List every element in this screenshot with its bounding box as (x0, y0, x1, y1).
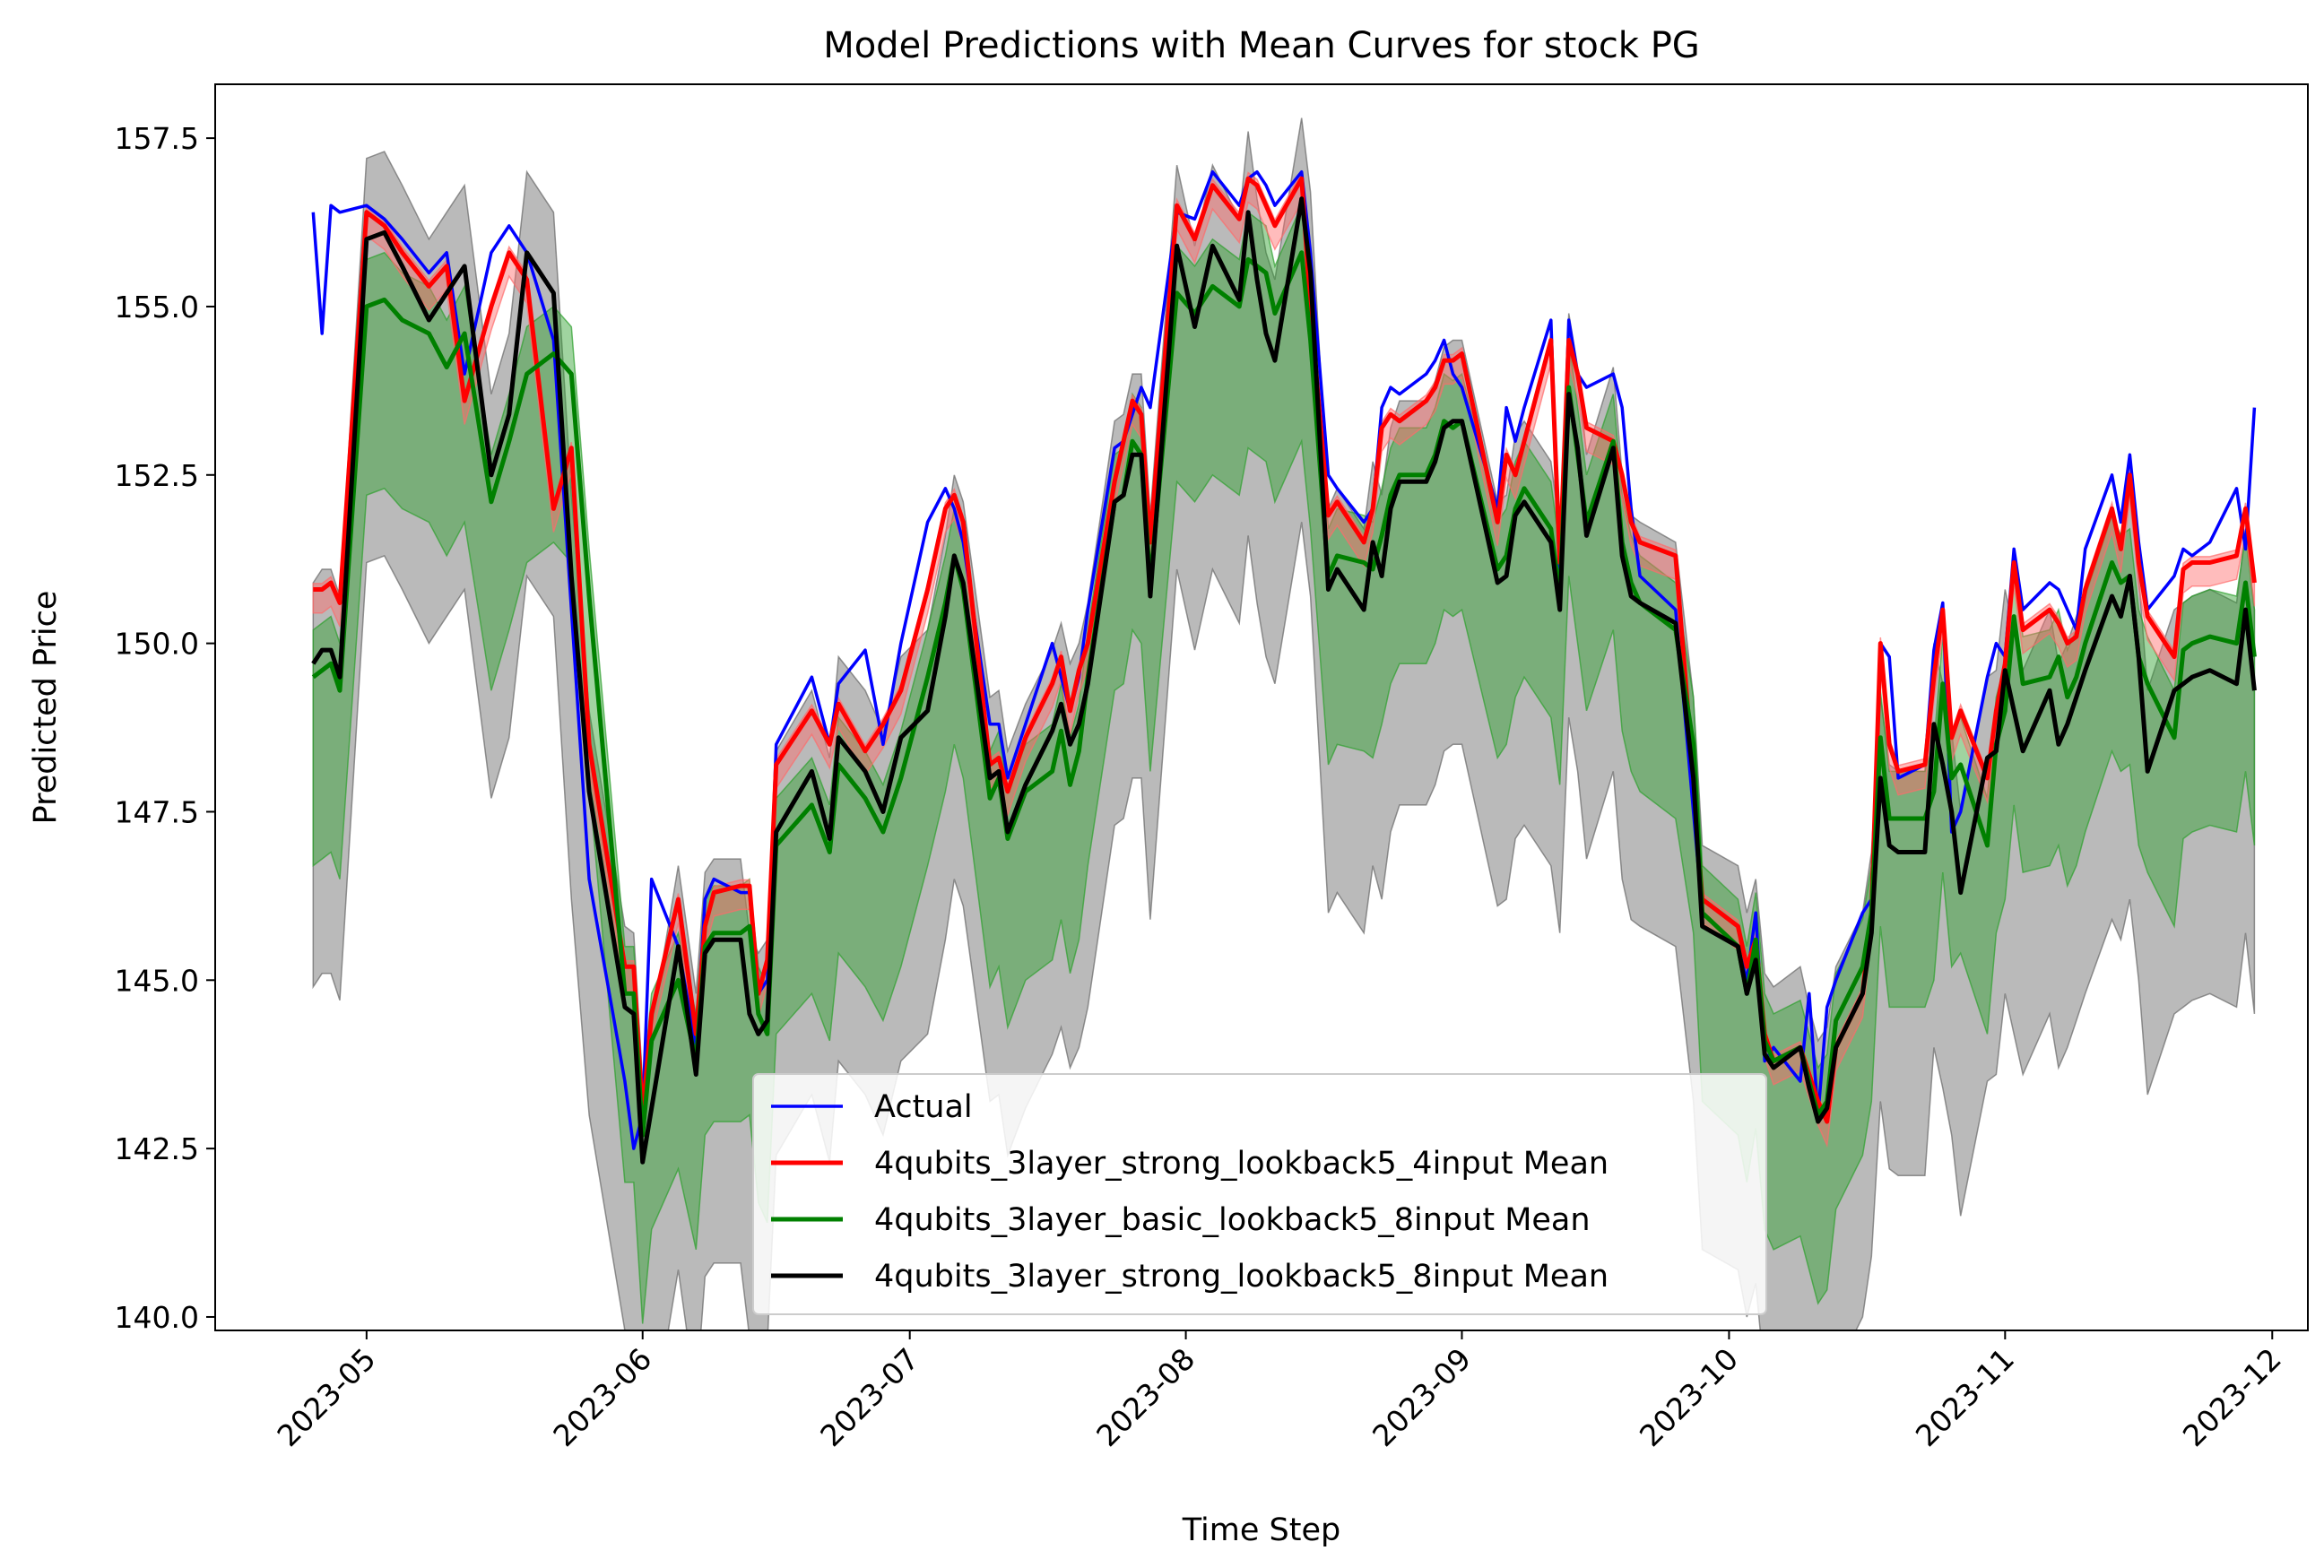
y-tick-label: 157.5 (115, 121, 199, 156)
chart-title: Model Predictions with Mean Curves for s… (823, 25, 1700, 66)
legend-label: 4qubits_3layer_strong_lookback5_4input M… (874, 1146, 1609, 1182)
legend-label: 4qubits_3layer_basic_lookback5_8input Me… (874, 1202, 1591, 1238)
series-line-4qubits-3layer-strong-lookback5-8input-mean (311, 196, 2257, 1165)
y-axis-title: Predicted Price (28, 591, 64, 825)
y-tick-label: 142.5 (115, 1131, 199, 1166)
series-line-4qubits-3layer-basic-lookback5-8input-mean (311, 250, 2257, 1138)
legend-box (752, 1073, 1767, 1315)
legend-label: 4qubits_3layer_strong_lookback5_8input M… (874, 1259, 1609, 1295)
band-4qubits-3layer-strong-lookback5-8input-mean (312, 117, 2256, 1330)
legend: Actual 4qubits_3layer_strong_lookback5_4i… (752, 1073, 1767, 1315)
y-tick-label: 150.0 (115, 627, 199, 662)
plot-frame (214, 83, 2309, 1331)
legend-label: Actual (874, 1089, 973, 1125)
series-line-4qubits-3layer-strong-lookback5-4input-mean (313, 176, 2257, 1124)
y-axis: 140.0 142.5 145.0 147.5 150.0 152.5 155.0 157.5 (115, 121, 215, 1335)
y-tick-label: 155.0 (115, 290, 199, 325)
x-axis-title: Time Step (1182, 1512, 1340, 1548)
series-lines (311, 169, 2257, 1165)
y-tick-label: 147.5 (115, 794, 199, 829)
y-tick-label: 140.0 (115, 1300, 199, 1335)
y-tick-label: 152.5 (115, 458, 199, 493)
y-tick-label: 145.0 (115, 963, 199, 998)
